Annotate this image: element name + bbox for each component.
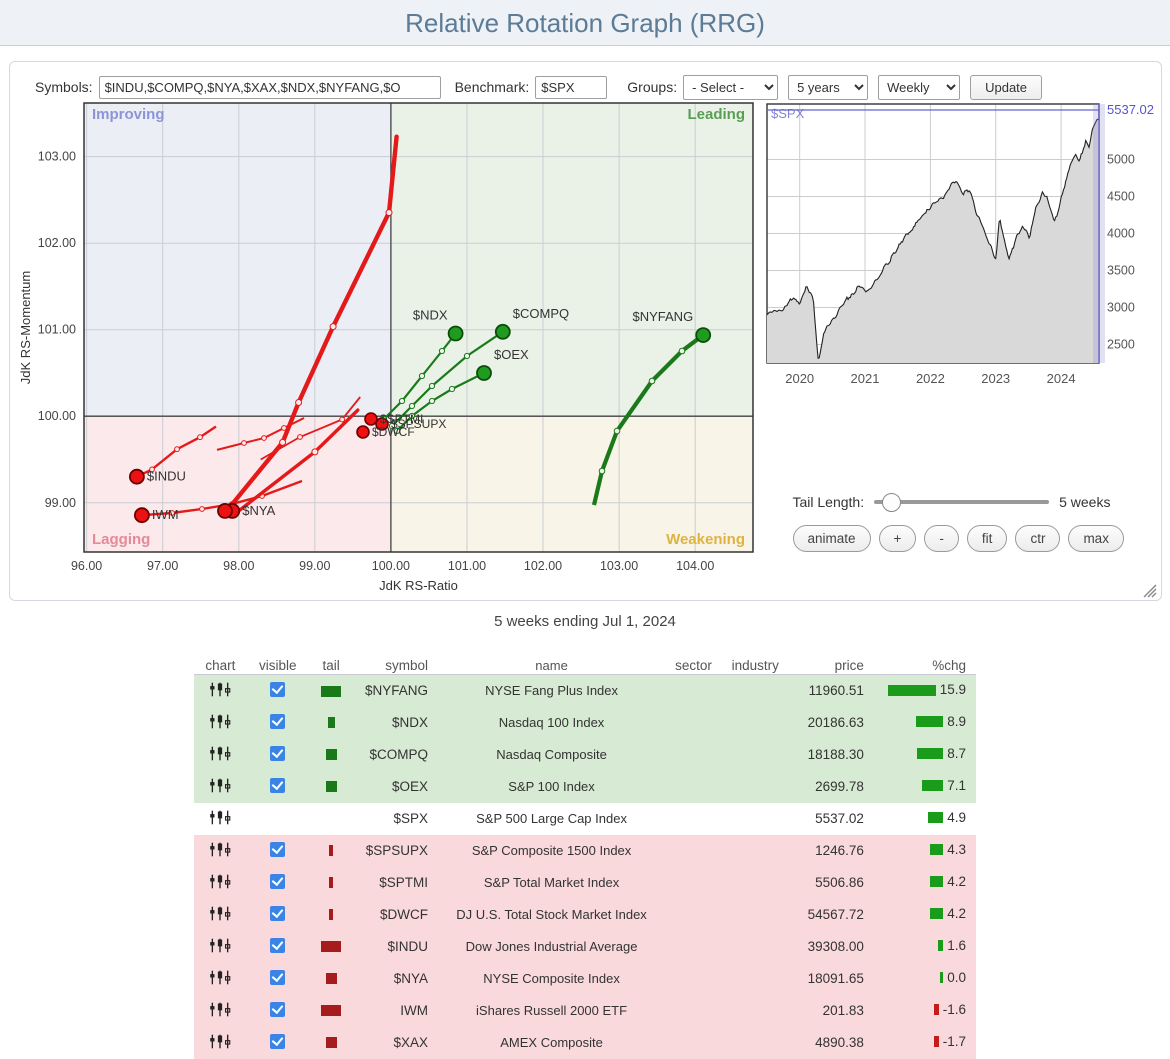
svg-text:2023: 2023 [981,371,1010,386]
svg-text:2022: 2022 [915,371,944,386]
svg-text:2500: 2500 [1107,338,1135,352]
svg-text:3500: 3500 [1107,264,1135,278]
svg-text:4500: 4500 [1107,190,1135,204]
svg-text:5537.02: 5537.02 [1107,102,1154,117]
svg-text:5000: 5000 [1107,153,1135,167]
svg-text:3000: 3000 [1107,301,1135,315]
svg-text:4000: 4000 [1107,227,1135,241]
svg-text:2021: 2021 [850,371,879,386]
svg-text:2020: 2020 [785,371,814,386]
svg-text:$SPX: $SPX [771,106,805,121]
svg-text:2024: 2024 [1046,371,1075,386]
